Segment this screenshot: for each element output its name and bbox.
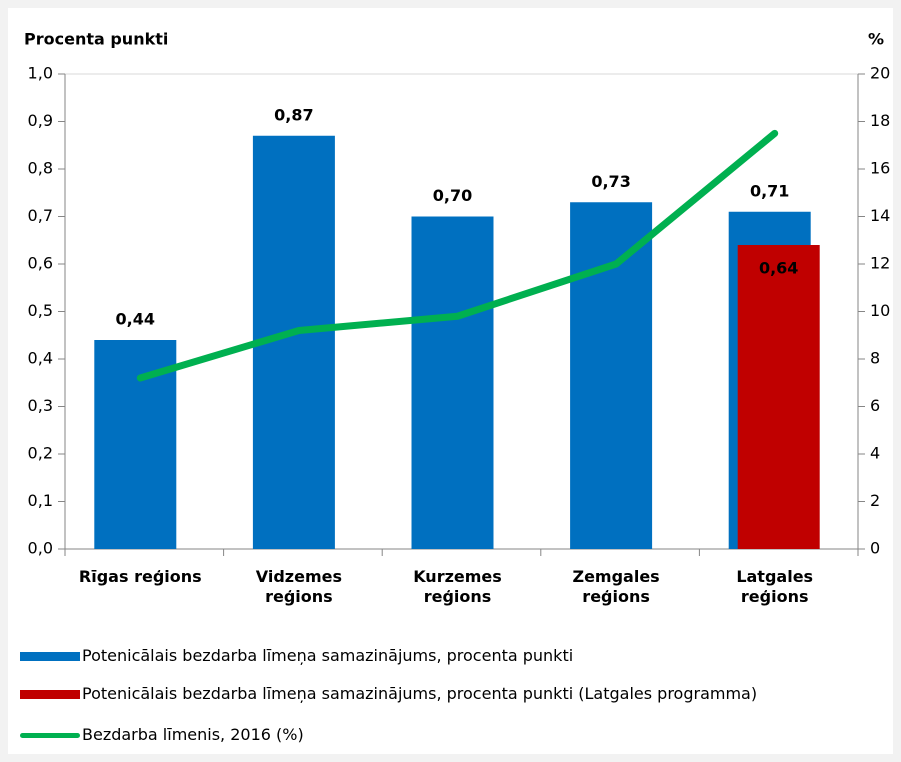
x-tick-label: Kurzemes reģions [413, 567, 502, 606]
legend-label: Potenicālais bezdarba līmeņa samazinājum… [82, 646, 574, 665]
y2-tick-label: 16 [870, 159, 890, 178]
data-label: 0,64 [759, 259, 798, 278]
legend-item: Potenicālais bezdarba līmeņa samazinājum… [20, 684, 757, 704]
line-series [136, 129, 779, 382]
legend-item: Bezdarba līmenis, 2016 (%) [20, 725, 304, 745]
legend-label: Potenicālais bezdarba līmeņa samazinājum… [82, 684, 758, 703]
y-tick-label: 0,8 [28, 159, 53, 178]
x-tick-label: Zemgales reģions [572, 567, 660, 606]
y-tick-label: 0,7 [28, 206, 53, 225]
y2-tick-label: 8 [870, 349, 880, 368]
y-tick-label: 0,4 [28, 349, 53, 368]
bar [570, 202, 653, 549]
legend-item: Potenicālais bezdarba līmeņa samazinājum… [20, 646, 573, 666]
legend-swatch [20, 651, 80, 661]
y-tick-label: 0,0 [28, 539, 53, 558]
y2-tick-label: 2 [870, 491, 880, 510]
legend-label: Bezdarba līmenis, 2016 (%) [82, 725, 304, 744]
x-tick-label: Rīgas reģions [78, 567, 202, 586]
y2-tick-label: 0 [870, 539, 880, 558]
y2-tick-label: 10 [870, 301, 890, 320]
y-axis-label: Procenta punkti [24, 30, 168, 49]
y2-tick-label: 12 [870, 254, 890, 273]
data-label: 0,71 [750, 181, 789, 200]
y-tick-label: 0,6 [28, 254, 53, 273]
data-label: 0,73 [591, 172, 630, 191]
y-tick-label: 0,9 [28, 111, 53, 130]
y2-axis-label: % [868, 30, 884, 49]
y-tick-label: 0,3 [28, 396, 53, 415]
y-tick-label: 0,2 [28, 444, 53, 463]
y-tick-label: 1,0 [28, 64, 53, 83]
y2-tick-label: 6 [870, 396, 880, 415]
y2-tick-label: 18 [870, 111, 890, 130]
data-label: 0,87 [274, 105, 313, 124]
bar [737, 245, 820, 549]
x-tick-label: Latgales reģions [736, 567, 814, 606]
legend-swatch [20, 732, 80, 738]
bar [411, 216, 494, 549]
y-tick-label: 0,1 [28, 491, 53, 510]
y2-tick-label: 4 [870, 444, 880, 463]
data-label: 0,70 [433, 186, 472, 205]
legend-swatch [20, 689, 80, 699]
x-tick-label: Vidzemes reģions [255, 567, 343, 606]
y2-tick-label: 20 [870, 64, 890, 83]
y2-tick-label: 14 [870, 206, 890, 225]
y-tick-label: 0,5 [28, 301, 53, 320]
data-label: 0,44 [116, 310, 155, 329]
